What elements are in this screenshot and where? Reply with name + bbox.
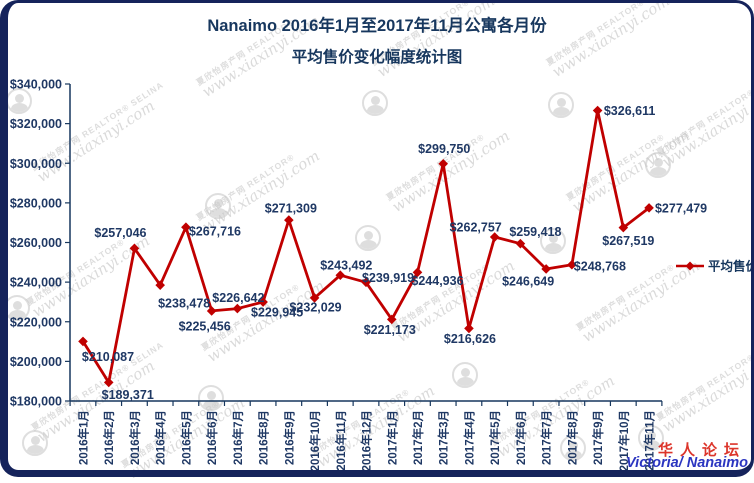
region-signature: Victoria/ Nanaimo (626, 455, 748, 471)
y-tick-label: $300,000 (10, 157, 62, 171)
data-point-marker (618, 222, 629, 233)
watermark-portrait-logo-icon (645, 152, 671, 178)
data-point-value-label: $189,371 (102, 388, 154, 402)
data-point-value-label: $262,757 (450, 221, 502, 235)
x-axis-label: 2017年8月 (565, 410, 579, 465)
watermark-portrait-logo-icon (452, 362, 478, 388)
y-tick-label: $280,000 (10, 196, 62, 210)
data-point-value-label: $244,936 (411, 274, 463, 288)
x-axis-label: 2017年1月 (385, 410, 399, 465)
data-point-value-label: $259,418 (509, 225, 561, 239)
data-point-value-label: $243,492 (320, 259, 372, 273)
x-axis-label: 2017年2月 (411, 410, 425, 465)
x-axis-label: 2017年6月 (514, 410, 528, 465)
y-tick-label: $220,000 (10, 315, 62, 329)
data-point-value-label: $238,478 (158, 297, 210, 311)
data-point-value-label: $216,626 (444, 332, 496, 346)
data-point-value-label: $299,750 (418, 142, 470, 156)
watermark-portrait-logo-icon (355, 225, 381, 251)
watermark-portrait-logo-icon (548, 92, 574, 118)
x-axis-label: 2017年4月 (462, 410, 476, 465)
data-point-marker (412, 267, 423, 278)
legend-marker-icon (685, 261, 695, 271)
data-point-marker (181, 222, 191, 233)
watermark-portrait-logo-icon (540, 228, 566, 254)
data-point-marker (206, 306, 217, 316)
data-point-marker (644, 203, 654, 213)
data-point-value-label: $226,642 (212, 291, 264, 305)
data-point-marker (592, 105, 603, 116)
data-point-marker (335, 270, 346, 281)
data-point-value-label: $229,945 (251, 306, 303, 320)
x-axis-label: 2016年9月 (282, 410, 296, 465)
data-point-marker (438, 158, 449, 169)
y-tick-label: $200,000 (10, 355, 62, 369)
data-point-marker (489, 232, 500, 242)
x-axis-label: 2016年10月 (308, 410, 322, 471)
watermark-portrait-logo-icon (198, 385, 224, 411)
x-axis-label: 2016年2月 (102, 410, 116, 465)
watermark-portrait-logo-icon (22, 430, 48, 456)
chart-title-line1: Nanaimo 2016年1月至2017年11月公寓各月份 (207, 17, 547, 35)
data-point-marker (309, 293, 320, 303)
x-axis-label: 2016年1月 (77, 410, 91, 465)
data-point-marker (541, 264, 551, 274)
x-axis-label: 2016年5月 (179, 410, 193, 465)
x-axis-label: 2016年12月 (360, 410, 374, 471)
data-point-value-label: $221,173 (364, 323, 416, 337)
data-point-marker (284, 215, 294, 225)
chart-title-line2: 平均售价变化幅度统计图 (291, 49, 463, 66)
data-point-marker (386, 314, 397, 325)
legend-label: 平均售价 (708, 259, 754, 274)
x-axis-label: 2017年7月 (540, 410, 554, 465)
watermark-portrait-logo-icon (205, 193, 231, 219)
watermark-portrait-logo-icon (638, 425, 664, 451)
x-axis-label: 2016年11月 (334, 410, 348, 471)
x-axis-label: 2017年9月 (591, 410, 605, 465)
y-tick-label: $180,000 (10, 395, 62, 409)
data-point-marker (129, 243, 140, 254)
y-tick-label: $320,000 (10, 117, 62, 131)
watermark-portrait-logo-icon (560, 435, 586, 461)
data-point-marker (361, 277, 371, 288)
data-point-value-label: $267,716 (189, 225, 241, 239)
data-point-value-label: $326,611 (604, 104, 655, 118)
x-axis-label: 2017年3月 (437, 410, 451, 465)
data-point-marker (155, 280, 165, 290)
data-point-marker (232, 303, 243, 314)
watermark-portrait-logo-icon (362, 90, 388, 116)
data-point-value-label: $246,649 (502, 274, 554, 288)
x-axis-label: 2017年10月 (617, 410, 631, 471)
data-point-value-label: $257,046 (94, 226, 146, 240)
x-axis-label: 2016年8月 (257, 410, 271, 465)
x-axis-label: 2016年6月 (205, 410, 219, 465)
data-point-marker (78, 336, 88, 347)
x-axis-label: 2017年11月 (643, 410, 657, 471)
y-tick-label: $260,000 (10, 236, 62, 250)
data-point-marker (567, 259, 577, 270)
forum-signature: 华人论坛 (657, 442, 746, 459)
data-point-value-label: $271,309 (265, 202, 317, 216)
data-point-value-label: $225,456 (179, 319, 231, 333)
y-tick-label: $340,000 (10, 78, 62, 92)
data-point-value-label: $210,087 (82, 350, 134, 364)
data-point-value-label: $248,768 (574, 259, 626, 273)
price-line-series (81, 109, 650, 384)
x-axis-label: 2016年4月 (154, 410, 168, 465)
y-tick-label: $240,000 (10, 276, 62, 290)
x-axis-label: 2016年3月 (128, 410, 142, 465)
data-point-marker (258, 297, 268, 307)
x-axis-label: 2017年5月 (488, 410, 502, 465)
data-point-value-label: $277,479 (655, 201, 707, 215)
data-point-value-label: $267,519 (602, 234, 654, 248)
chart-title: Nanaimo 2016年1月至2017年11月公寓各月份 平均售价变化幅度统计… (0, 12, 754, 67)
data-point-marker (464, 323, 474, 334)
data-point-marker (103, 377, 114, 388)
data-point-value-label: $239,919 (362, 271, 414, 285)
x-axis-label: 2016年7月 (231, 410, 245, 465)
data-point-marker (515, 238, 526, 249)
data-point-value-label: $232,029 (289, 300, 341, 314)
